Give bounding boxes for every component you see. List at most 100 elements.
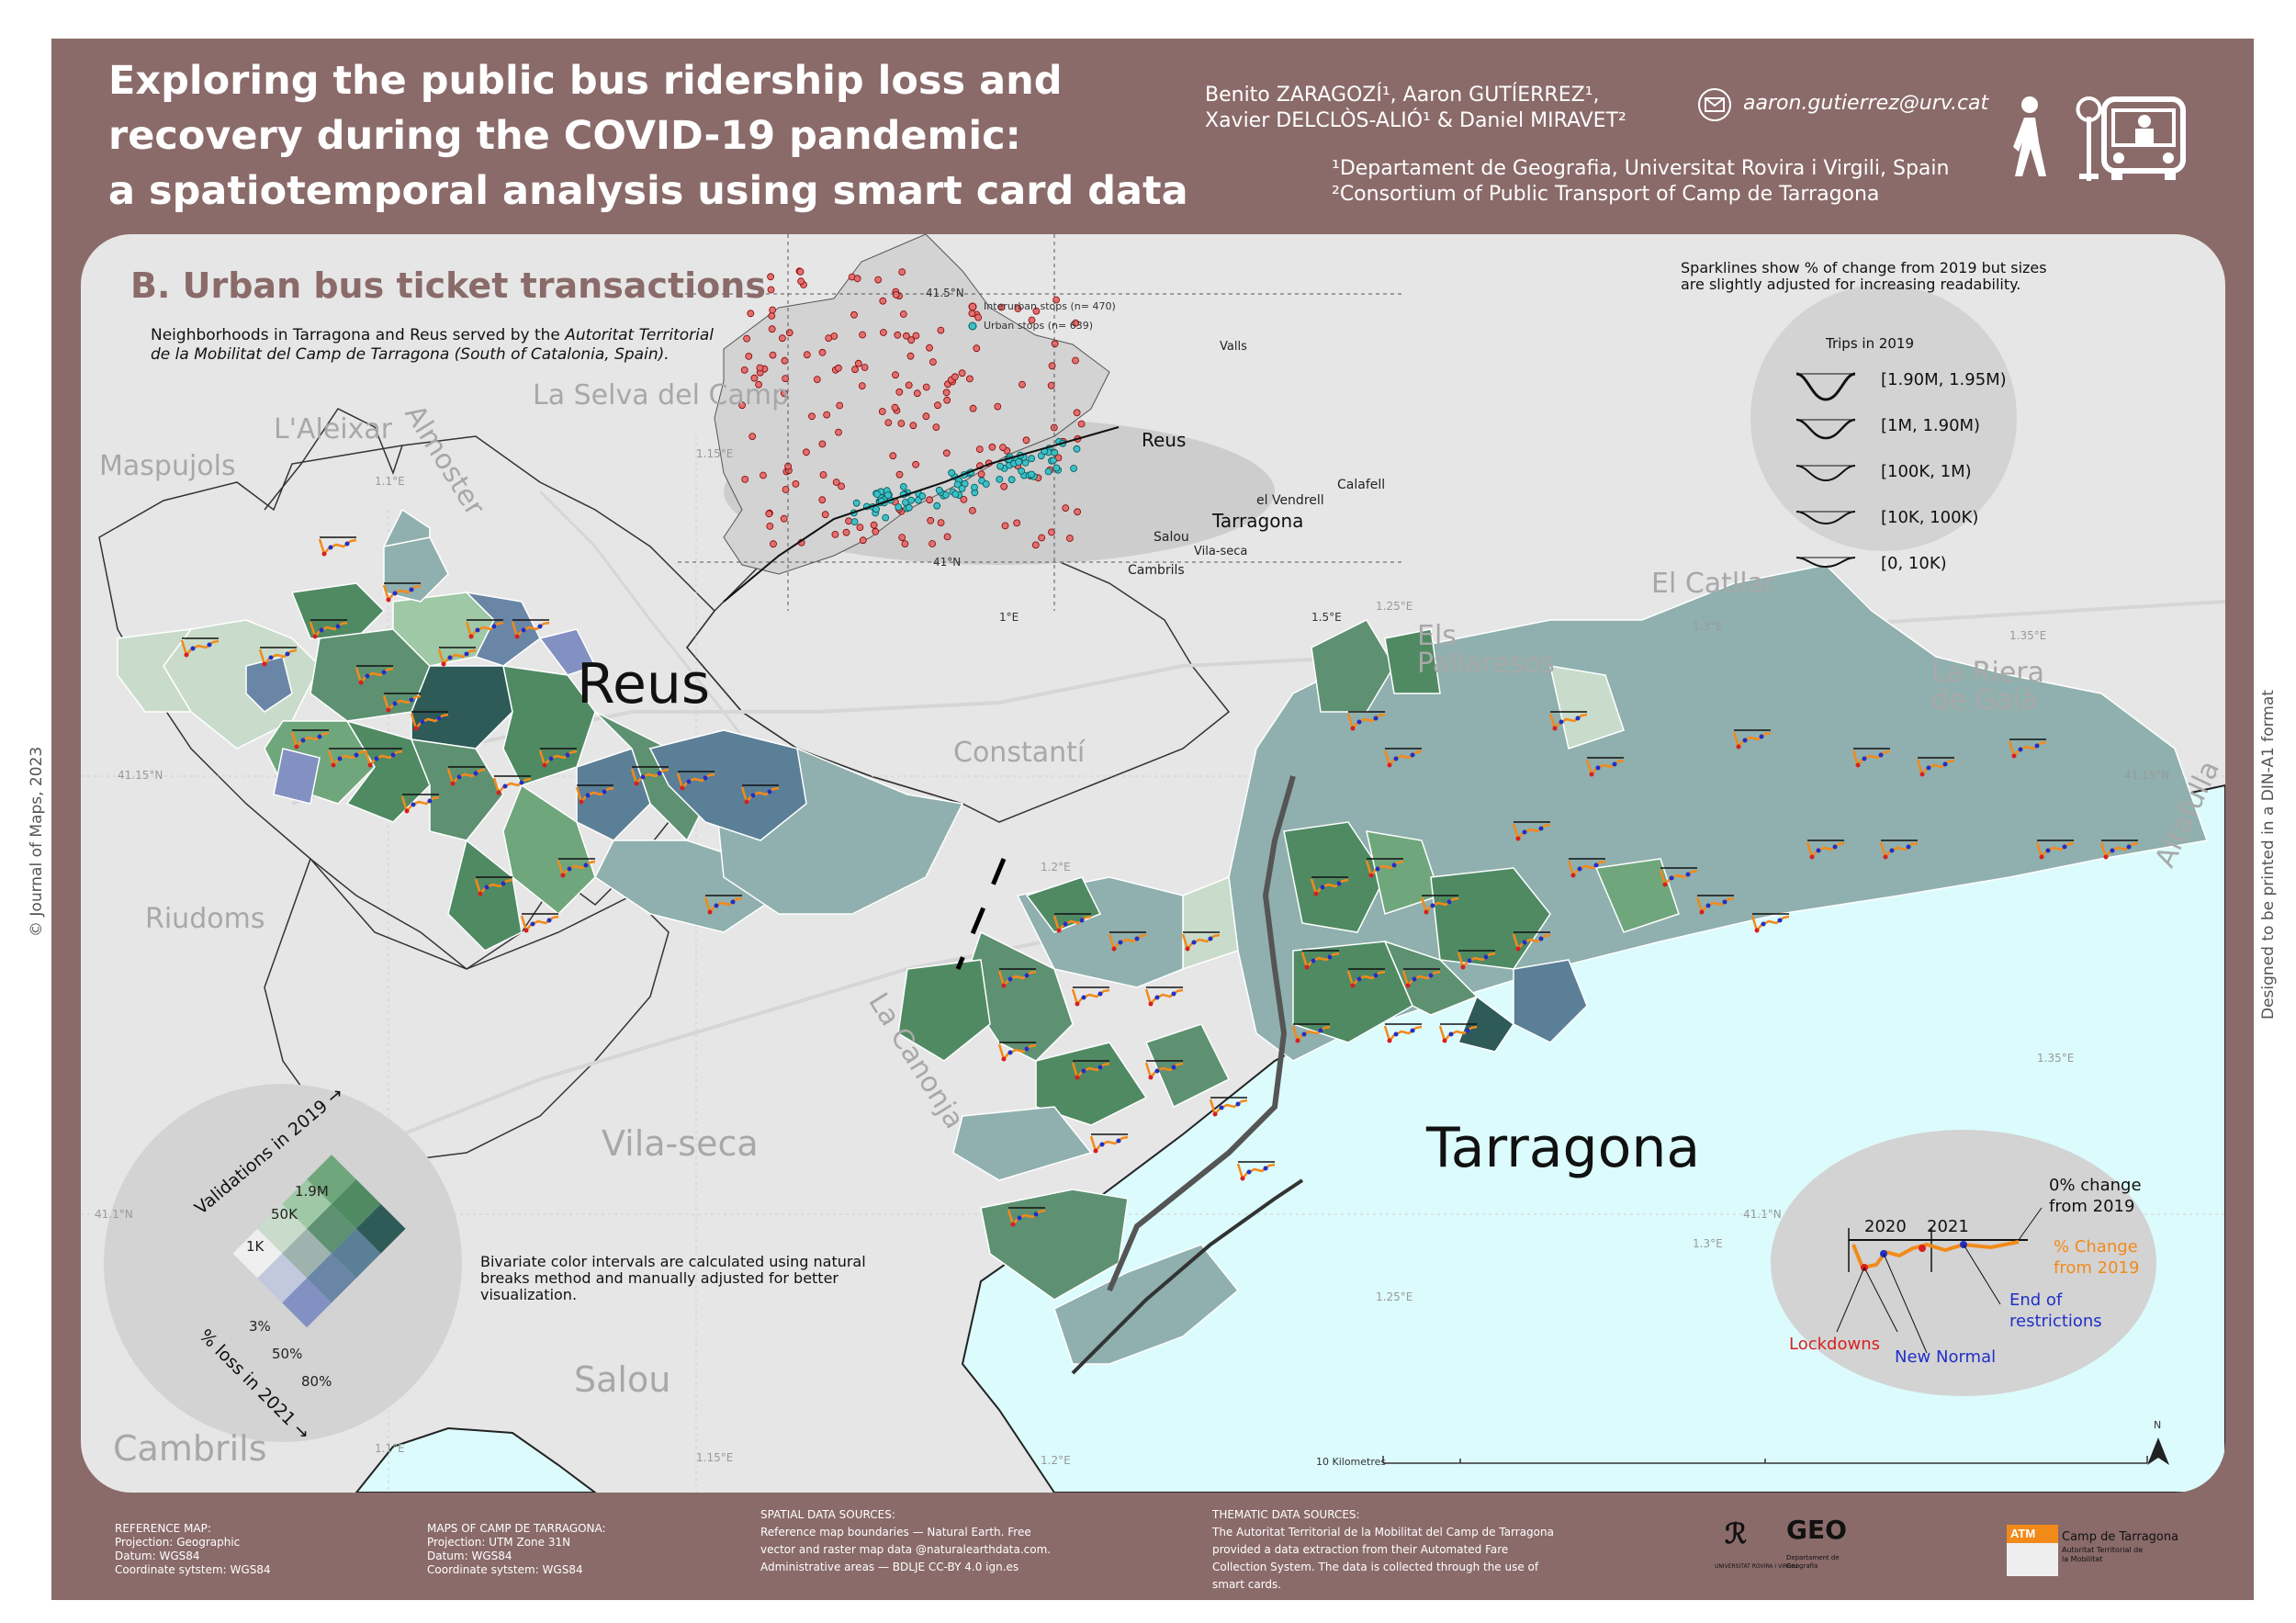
authors-line-2: Xavier DELCLÒS-ALIÓ¹ & Daniel MIRAVET²: [1205, 109, 1626, 132]
tick-lon: 1.1°E: [375, 1442, 405, 1455]
sparkline-newnormal-dot: [1761, 921, 1766, 927]
intro-line1-plain: Neighborhoods in Tarragona and Reus serv…: [151, 326, 566, 344]
sparkline-newnormal-dot: [337, 756, 343, 761]
sparkline-newnormal-dot: [328, 545, 333, 550]
inset-interurban-stop: [1074, 508, 1081, 516]
sparkline-lockdown-dot: [2039, 854, 2044, 860]
inset-interurban-stop: [997, 303, 1006, 311]
tick-lon: 1.1°E: [375, 475, 405, 488]
inset-label-tarragona: Tarragona: [1212, 510, 1304, 532]
authors: Benito ZARAGOZÍ¹, Aaron GUTÍERREZ¹, Xavi…: [1205, 83, 1626, 134]
inset-urban-stop: [1018, 467, 1025, 475]
bivariate-loss-break: 50%: [272, 1346, 303, 1362]
reus-region: [447, 839, 523, 952]
inset-interurban-stop: [823, 411, 831, 419]
scale-bar-label: 10 Kilometres: [1316, 1456, 1387, 1468]
sparkline-lockdown-dot: [1075, 1075, 1080, 1080]
inset-interurban-stop: [922, 412, 930, 421]
city-label-reus: Reus: [577, 652, 711, 716]
inset-urban-stop: [948, 468, 955, 477]
sparkline-note: Sparklines show % of change from 2019 bu…: [1681, 259, 2047, 293]
inset-interurban-stop: [1048, 362, 1056, 370]
trips-class-3: [100K, 1M): [1881, 462, 1972, 481]
inset-interurban-stop: [907, 336, 916, 344]
sparkline-newnormal-dot: [1320, 885, 1325, 890]
inset-interurban-stop: [832, 479, 840, 486]
inset-interurban-stop: [768, 312, 776, 320]
inset-interurban-stop: [892, 291, 900, 299]
inset-interurban-stop: [779, 334, 786, 343]
sparkline-newnormal-dot: [521, 627, 526, 633]
inset-interurban-stop: [782, 486, 790, 493]
inset-interurban-stop: [966, 375, 974, 383]
inset-interurban-stop: [943, 533, 951, 541]
sparkline-newnormal-dot: [1099, 1142, 1105, 1147]
email-link[interactable]: aaron.gutierrez@urv.cat: [1743, 92, 1989, 115]
inset-urban-stop: [958, 485, 966, 492]
footer-line: The Autoritat Territorial de la Mobilita…: [1212, 1526, 1554, 1538]
place-constanti: Constantí: [953, 737, 1086, 769]
inset-urban-stop: [1073, 445, 1081, 453]
inset-interurban-stop: [926, 344, 933, 352]
tick-lon: 1.3°E: [1693, 1237, 1723, 1250]
inset-legend-urban: Urban stops (n= 639): [984, 320, 1094, 332]
place-la-selva: La Selva del Camp: [533, 379, 790, 411]
sparkline-newnormal-dot: [1191, 940, 1197, 945]
sparkline-newnormal-dot: [1154, 1068, 1160, 1074]
title-line-2: recovery during the COVID-19 pandemic:: [108, 113, 1021, 159]
tgn-port-area: [1053, 1244, 1240, 1365]
inset-interurban-stop: [943, 396, 951, 404]
atm-logo-box: ATM: [2007, 1525, 2058, 1576]
inset-interurban-stop: [912, 332, 920, 340]
sparkline-lockdown-dot: [1001, 983, 1007, 988]
sparkline-newnormal-dot: [1412, 976, 1417, 982]
inset-urban-stop: [1028, 455, 1036, 463]
sparkline-lockdown-dot: [1754, 928, 1760, 933]
sparkline-lockdown-dot: [1387, 762, 1392, 768]
inset-label-salou: Salou: [1154, 530, 1189, 545]
inset-label-valls: Valls: [1220, 340, 1247, 354]
reus-region: [290, 582, 386, 639]
inset-interurban-stop: [797, 277, 805, 286]
inset-lat-bottom: 41°N: [933, 556, 962, 569]
inset-interurban-stop: [1013, 519, 1021, 527]
sparkline-lockdown-dot: [413, 726, 419, 731]
inset-interurban-stop: [899, 310, 907, 318]
inset-interurban-stop: [1062, 504, 1070, 513]
north-arrow-label: N: [2154, 1419, 2162, 1431]
inset-lon-right: 1.5°E: [1311, 611, 1342, 624]
mail-icon: [1698, 88, 1731, 121]
sparkline-newnormal-dot: [1889, 848, 1895, 853]
inset-interurban-stop: [1001, 522, 1009, 530]
sparkline-end-dot: [1722, 899, 1728, 905]
sparkline-lockdown-dot: [404, 808, 410, 814]
tgn-region: [1594, 858, 1680, 933]
tick-lat: 41.15°N: [2124, 769, 2170, 782]
tgn-region: [1457, 995, 1515, 1053]
sparkline-end-dot: [1942, 761, 1948, 767]
reus-region: [245, 656, 293, 713]
inset-interurban-stop: [835, 428, 842, 436]
place-maspujols: Maspujols: [99, 450, 236, 482]
footer-line: Administrative areas — BDLJE CC-BY 4.0 i…: [760, 1561, 1019, 1573]
sparkline-lockdown-dot: [321, 551, 327, 557]
affiliation-2: ²Consortium of Public Transport of Camp …: [1332, 183, 1880, 206]
inset-interurban-stop: [835, 364, 842, 372]
tick-lon: 1.2°E: [1041, 861, 1071, 873]
inset-interurban-stop: [780, 514, 788, 523]
inset-interurban-stop: [768, 325, 776, 333]
title-line-1: Exploring the public bus ridership loss …: [108, 58, 1063, 104]
sparkline-end-dot: [1024, 1046, 1030, 1052]
sparkline-newnormal-dot: [365, 673, 370, 679]
intro-line2-italic: de la Mobilitat del Camp de Tarragona (S…: [151, 345, 670, 364]
sparkline: [1089, 1135, 1129, 1154]
footer-line: Collection System. The data is collected…: [1212, 1561, 1539, 1573]
sparkline-newnormal-dot: [1595, 765, 1601, 771]
sparkline-end-dot: [2062, 844, 2067, 850]
inset-interurban-stop: [897, 420, 906, 427]
sparkline-lockdown-dot: [386, 707, 391, 713]
footer-line: Coordinate sytstem: WGS84: [427, 1563, 583, 1576]
bivariate-loss-break: 3%: [249, 1318, 271, 1335]
tick-lon: 1.35°E: [2037, 1052, 2075, 1065]
sparkline-newnormal-dot: [392, 701, 398, 706]
